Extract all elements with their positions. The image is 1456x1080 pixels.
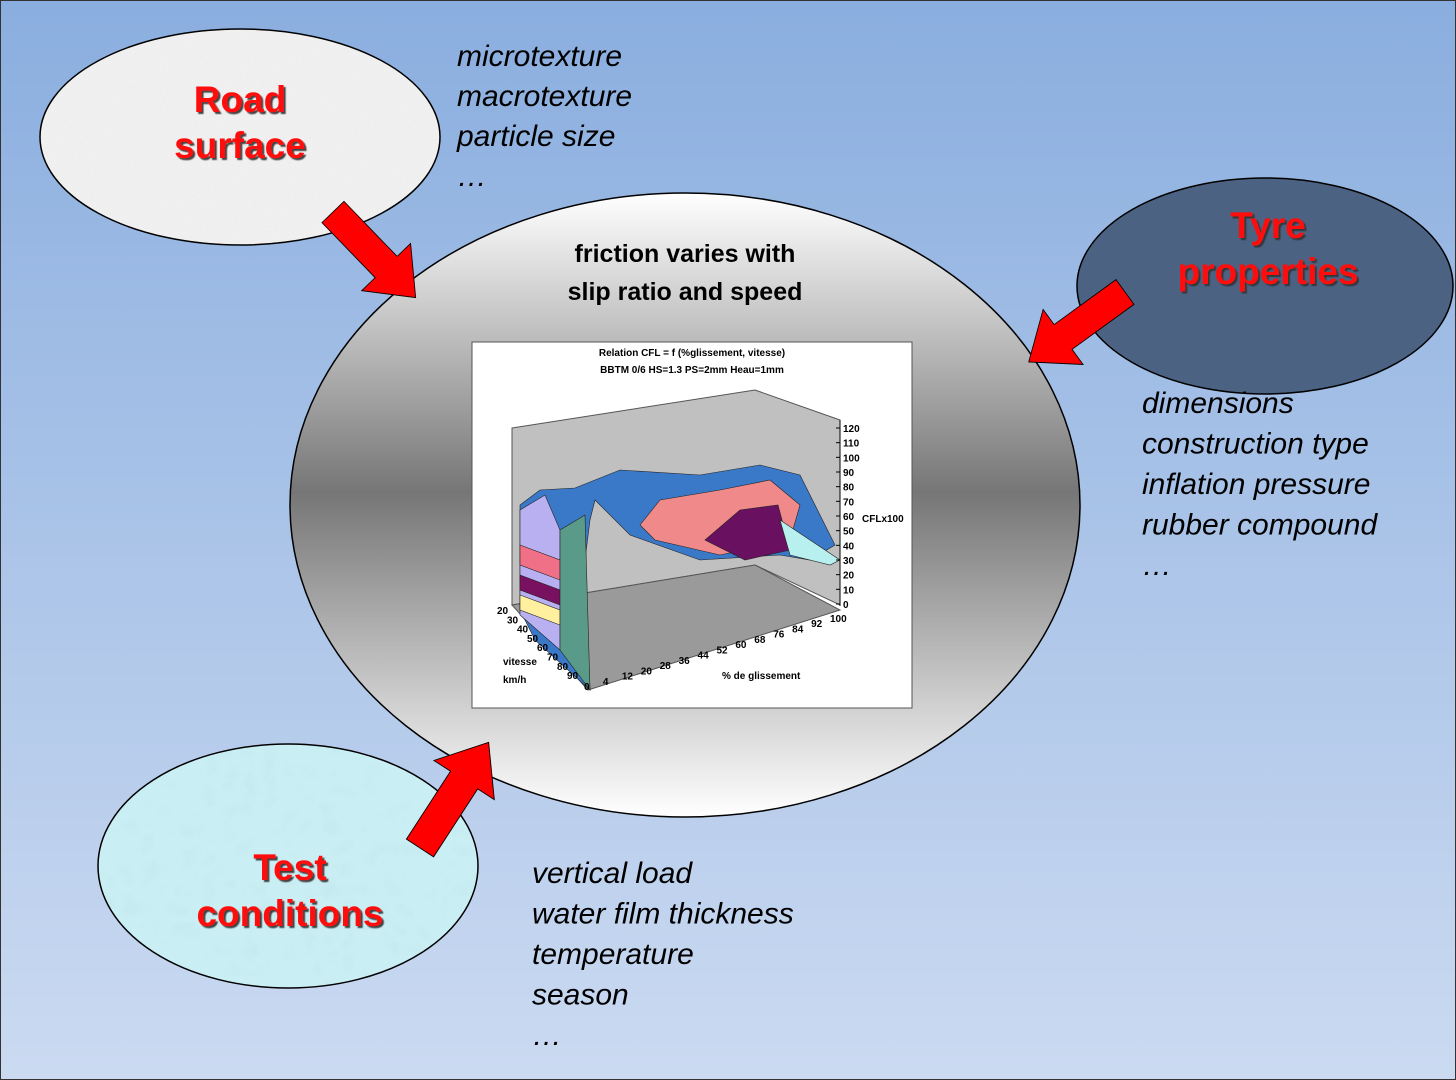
slip-label: % de glissement xyxy=(722,671,801,682)
property-item: … xyxy=(1142,549,1172,582)
page: Relation CFL = f (%glissement, vitesse) B… xyxy=(0,0,1456,1080)
z-tick-label: 90 xyxy=(843,468,855,479)
property-item: dimensions xyxy=(1142,387,1294,420)
node-label: Tyre xyxy=(1230,205,1305,246)
slip-tick-label: 28 xyxy=(660,661,672,672)
speed-label: vitesse xyxy=(503,657,537,668)
property-item: microtexture xyxy=(457,40,622,73)
z-tick-label: 10 xyxy=(843,585,855,596)
property-item: … xyxy=(457,160,487,193)
property-item: rubber compound xyxy=(1142,509,1378,542)
z-tick-label: 0 xyxy=(843,600,849,611)
z-tick-label: 30 xyxy=(843,556,855,567)
property-item: water film thickness xyxy=(532,898,794,931)
z-tick-label: 40 xyxy=(843,541,855,552)
slip-tick-label: 0 xyxy=(584,682,590,693)
slip-tick-label: 92 xyxy=(811,619,823,630)
property-item: vertical load xyxy=(532,857,693,890)
slip-tick-label: 12 xyxy=(622,672,634,683)
node-label: conditions xyxy=(196,893,383,934)
z-tick-label: 80 xyxy=(843,483,855,494)
z-tick-label: 50 xyxy=(843,527,855,538)
property-item: macrotexture xyxy=(457,80,632,113)
z-tick-label: 100 xyxy=(843,453,860,464)
node-label: Test xyxy=(253,847,326,888)
slip-tick-label: 68 xyxy=(754,635,766,646)
node-label: surface xyxy=(174,125,306,166)
node-label: Road xyxy=(194,79,287,120)
property-item: season xyxy=(532,979,629,1012)
property-item: temperature xyxy=(532,938,694,971)
z-tick-label: 110 xyxy=(843,439,860,450)
slip-tick-label: 84 xyxy=(792,624,804,635)
center-label: friction varies with xyxy=(575,240,796,268)
center-label: slip ratio and speed xyxy=(568,278,803,306)
z-axis-label: CFLx100 xyxy=(862,514,904,525)
z-tick-label: 20 xyxy=(843,571,855,582)
slip-tick-label: 76 xyxy=(773,630,785,641)
inset-title: Relation CFL = f (%glissement, vitesse) xyxy=(599,348,785,359)
z-tick-label: 60 xyxy=(843,512,855,523)
z-tick-label: 120 xyxy=(843,424,860,435)
slide: Relation CFL = f (%glissement, vitesse) B… xyxy=(0,0,1456,1080)
slip-tick-label: 4 xyxy=(603,677,609,688)
slip-tick-label: 20 xyxy=(641,666,653,677)
property-item: particle size xyxy=(456,120,615,153)
slip-tick-label: 44 xyxy=(698,651,710,662)
inset-chart: Relation CFL = f (%glissement, vitesse) B… xyxy=(472,342,912,708)
slip-tick-label: 52 xyxy=(716,645,728,656)
z-tick-label: 70 xyxy=(843,497,855,508)
speed-tick-label: 90 xyxy=(567,671,579,682)
property-item: inflation pressure xyxy=(1142,468,1370,501)
slip-tick-label: 100 xyxy=(830,614,847,625)
node-label: properties xyxy=(1178,251,1359,292)
speed-label: km/h xyxy=(503,675,526,686)
property-item: construction type xyxy=(1142,428,1369,461)
property-item: … xyxy=(532,1019,562,1052)
inset-title: BBTM 0/6 HS=1.3 PS=2mm Heau=1mm xyxy=(600,365,784,376)
slip-tick-label: 60 xyxy=(735,640,747,651)
slip-tick-label: 36 xyxy=(679,656,691,667)
